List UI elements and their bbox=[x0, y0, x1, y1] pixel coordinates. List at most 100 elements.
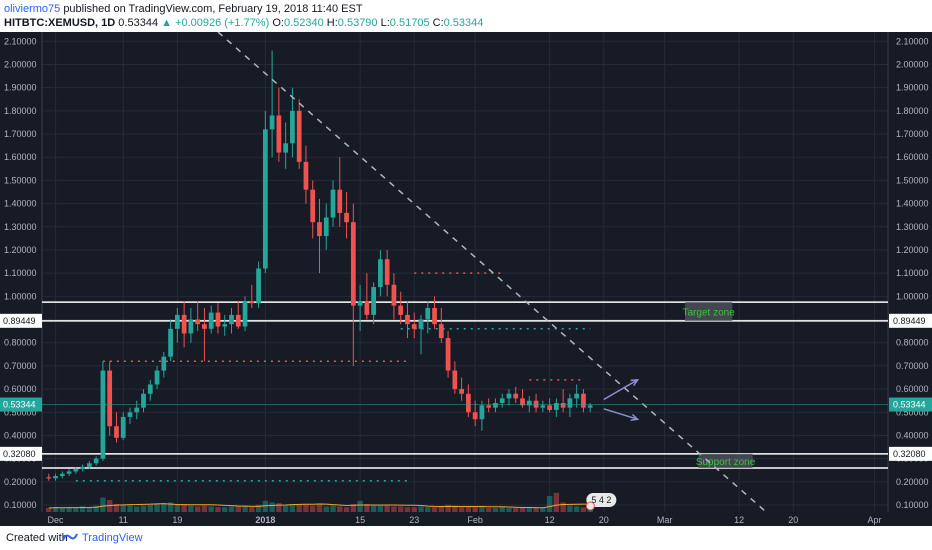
x-tick-label: 15 bbox=[355, 515, 365, 525]
y-tick-label-left: 0.50000 bbox=[4, 407, 37, 417]
candle-body bbox=[398, 305, 404, 315]
volume-bar bbox=[59, 508, 66, 512]
volume-bar bbox=[540, 508, 546, 512]
candle-body bbox=[59, 473, 65, 477]
volume-bar bbox=[222, 507, 228, 512]
x-tick-label: Dec bbox=[48, 515, 65, 525]
volume-bar bbox=[289, 504, 296, 512]
chart-background bbox=[0, 32, 932, 526]
x-tick-label: 2018 bbox=[255, 515, 275, 525]
chart-area[interactable]: 2.10000 2.10000 2.00000 2.00000 1.90000 1.900… bbox=[0, 32, 932, 526]
x-tick-label: Mar bbox=[657, 515, 673, 525]
y-tick-label-left: 0.20000 bbox=[4, 477, 37, 487]
trend-line bbox=[217, 32, 767, 513]
volume-bar bbox=[499, 507, 505, 512]
candle-body bbox=[249, 300, 255, 304]
arrow-line bbox=[603, 379, 638, 401]
tradingview-link[interactable]: TradingView bbox=[82, 532, 143, 544]
volume-bar bbox=[452, 505, 458, 512]
volume-bar bbox=[357, 500, 363, 512]
volume-bar bbox=[134, 506, 140, 512]
volume-bar bbox=[181, 504, 187, 512]
volume-bar bbox=[533, 508, 539, 512]
price-tag-left: 0.32080 bbox=[3, 449, 36, 459]
candle-body bbox=[127, 412, 133, 417]
candle-body bbox=[323, 217, 329, 237]
arrow-line bbox=[603, 408, 638, 420]
volume-bar bbox=[127, 505, 133, 512]
y-tick-label-right: 2.00000 bbox=[896, 59, 929, 69]
candle-body bbox=[242, 300, 248, 327]
open-value: 0.52340 bbox=[283, 17, 324, 29]
y-tick-label-right: 0.10000 bbox=[896, 500, 929, 510]
y-tick-label-left: 2.00000 bbox=[4, 59, 37, 69]
candle-body bbox=[195, 319, 201, 325]
zone-label: Support zone bbox=[696, 457, 756, 468]
price-tag-right-bg bbox=[889, 446, 932, 461]
candle-body bbox=[46, 477, 52, 479]
y-tick-label-left: 1.20000 bbox=[4, 245, 37, 255]
y-tick-label-right: 1.50000 bbox=[896, 175, 929, 185]
volume-bar bbox=[404, 507, 411, 512]
publish-line: oliviermo75 published on TradingView.com… bbox=[4, 3, 363, 15]
y-tick-label-left: 1.80000 bbox=[4, 106, 37, 116]
y-tick-label-left: 0.70000 bbox=[4, 361, 37, 371]
candle-body bbox=[486, 405, 492, 408]
candle-body bbox=[53, 476, 58, 479]
x-tick-label: 11 bbox=[119, 515, 128, 525]
candle-body bbox=[100, 370, 106, 459]
y-tick-label-right: 1.30000 bbox=[896, 222, 929, 232]
volume-bar bbox=[303, 504, 309, 512]
candle-body bbox=[466, 393, 471, 413]
volume-bar bbox=[113, 504, 120, 512]
y-tick-label-right: 1.10000 bbox=[896, 268, 929, 278]
candle-body bbox=[587, 405, 593, 408]
volume-bar bbox=[228, 506, 235, 512]
candle-body bbox=[540, 405, 546, 408]
candle-body bbox=[418, 319, 424, 329]
close-value: 0.53344 bbox=[443, 17, 484, 29]
candle-body bbox=[317, 222, 322, 237]
volume-bar bbox=[215, 507, 221, 512]
y-tick-label-left: 1.70000 bbox=[4, 129, 37, 139]
volume-bar bbox=[513, 508, 519, 512]
candle-body bbox=[93, 458, 99, 464]
footer: Created with TradingView bbox=[0, 526, 932, 550]
volume-bar bbox=[235, 506, 241, 512]
volume-bar bbox=[377, 504, 384, 512]
candle-body bbox=[405, 314, 410, 325]
candle-body bbox=[161, 356, 167, 371]
open-label: O: bbox=[272, 17, 284, 29]
candle-body bbox=[479, 405, 485, 420]
volume-bar bbox=[120, 504, 126, 512]
volume-bar bbox=[418, 506, 424, 512]
candle-body bbox=[283, 143, 289, 153]
symbol-label: HITBTC:XEMUSD, 1D bbox=[4, 17, 116, 29]
author-link[interactable]: oliviermo75 bbox=[4, 3, 61, 15]
low-label: L: bbox=[380, 17, 390, 29]
volume-bar bbox=[546, 496, 553, 512]
candle-body bbox=[574, 393, 580, 399]
candle-body bbox=[154, 370, 160, 385]
x-tick-label: 12 bbox=[734, 515, 744, 525]
price-tag-right: 0.89449 bbox=[893, 316, 926, 326]
y-tick-label-left: 1.30000 bbox=[4, 222, 37, 232]
price-chart[interactable]: 2.10000 2.10000 2.00000 2.00000 1.90000 1.900… bbox=[0, 32, 932, 526]
volume-bar bbox=[506, 508, 512, 512]
volume-bar bbox=[100, 497, 106, 512]
price-tag-right: 0.32080 bbox=[893, 449, 926, 459]
y-tick-label-right: 1.60000 bbox=[896, 152, 929, 162]
tradingview-logo-icon bbox=[62, 533, 78, 541]
volume-bar bbox=[350, 504, 357, 512]
y-tick-label-left: 1.50000 bbox=[4, 175, 37, 185]
y-tick-label-left: 0.10000 bbox=[4, 500, 37, 510]
volume-bar bbox=[66, 507, 72, 512]
candle-body bbox=[310, 189, 316, 223]
y-tick-label-right: 1.80000 bbox=[896, 106, 929, 116]
candle-body bbox=[114, 426, 119, 438]
volume-bar bbox=[269, 502, 275, 512]
zone-box bbox=[684, 302, 733, 321]
volume-bar bbox=[560, 502, 566, 512]
close-label: C: bbox=[432, 17, 444, 29]
volume-bar bbox=[370, 505, 377, 512]
